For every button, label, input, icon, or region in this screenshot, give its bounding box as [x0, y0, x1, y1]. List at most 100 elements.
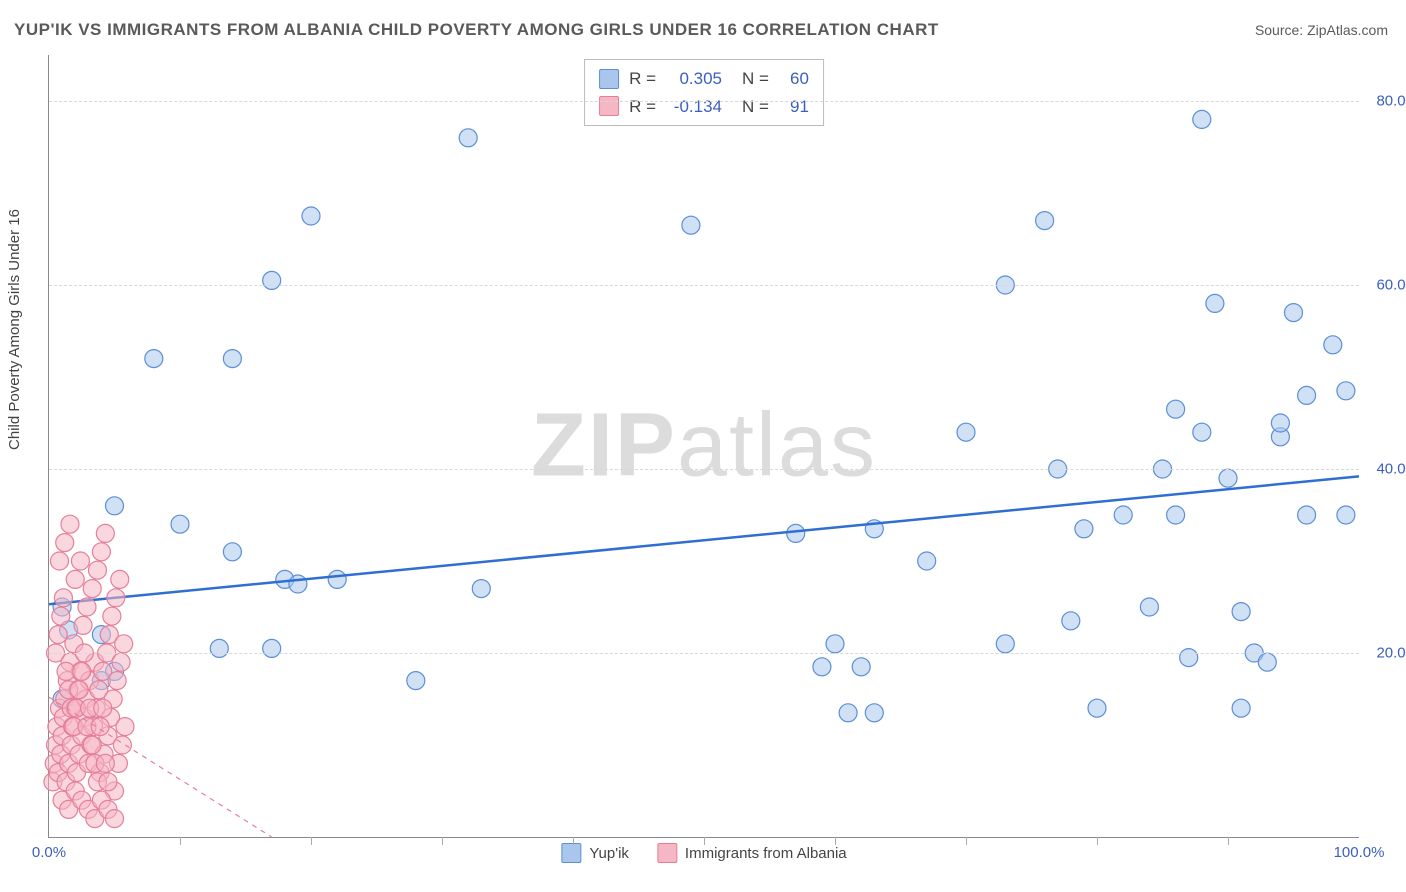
data-point [115, 635, 133, 653]
data-point [49, 626, 67, 644]
data-point [1036, 212, 1054, 230]
x-minor-tick [704, 837, 705, 845]
series-legend: Yup'ik Immigrants from Albania [561, 843, 846, 863]
data-point [71, 552, 89, 570]
data-point [52, 607, 70, 625]
data-point [459, 129, 477, 147]
data-point [111, 570, 129, 588]
scatter-svg [49, 55, 1359, 837]
x-minor-tick [573, 837, 574, 845]
data-point [61, 515, 79, 533]
data-point [171, 515, 189, 533]
data-point [56, 534, 74, 552]
data-point [263, 639, 281, 657]
data-point [223, 543, 241, 561]
data-point [839, 704, 857, 722]
data-point [73, 662, 91, 680]
legend-swatch [657, 843, 677, 863]
data-point [83, 580, 101, 598]
x-minor-tick [1228, 837, 1229, 845]
data-point [407, 672, 425, 690]
x-minor-tick [180, 837, 181, 845]
data-point [1206, 294, 1224, 312]
stat-n-value: 91 [779, 94, 809, 120]
data-point [74, 616, 92, 634]
x-minor-tick [966, 837, 967, 845]
gridline-h [49, 285, 1359, 286]
data-point [103, 607, 121, 625]
data-point [918, 552, 936, 570]
data-point [70, 681, 88, 699]
data-point [1337, 506, 1355, 524]
gridline-h [49, 653, 1359, 654]
data-point [96, 754, 114, 772]
data-point [50, 552, 68, 570]
data-point [957, 423, 975, 441]
stat-n-value: 60 [779, 66, 809, 92]
data-point [682, 216, 700, 234]
stat-n-label: N = [742, 66, 769, 92]
legend-swatch [561, 843, 581, 863]
legend-swatch [599, 69, 619, 89]
x-tick-label: 100.0% [1334, 844, 1385, 861]
data-point [1193, 110, 1211, 128]
x-minor-tick [1097, 837, 1098, 845]
legend-label: Immigrants from Albania [685, 845, 847, 862]
data-point [1140, 598, 1158, 616]
source-attribution: Source: ZipAtlas.com [1255, 22, 1388, 38]
data-point [99, 773, 117, 791]
data-point [107, 589, 125, 607]
data-point [88, 561, 106, 579]
legend-item: Yup'ik [561, 843, 629, 863]
trend-line [49, 476, 1359, 604]
data-point [145, 350, 163, 368]
data-point [1167, 400, 1185, 418]
data-point [108, 672, 126, 690]
gridline-h [49, 469, 1359, 470]
data-point [1324, 336, 1342, 354]
data-point [91, 718, 109, 736]
data-point [1337, 382, 1355, 400]
stats-legend-row: R = -0.134 N = 91 [599, 94, 809, 120]
data-point [1232, 699, 1250, 717]
y-tick-label: 20.0% [1376, 645, 1406, 662]
y-tick-label: 60.0% [1376, 277, 1406, 294]
x-minor-tick [442, 837, 443, 845]
data-point [1062, 612, 1080, 630]
chart-title: YUP'IK VS IMMIGRANTS FROM ALBANIA CHILD … [14, 20, 939, 40]
stat-n-label: N = [742, 94, 769, 120]
data-point [66, 570, 84, 588]
data-point [1271, 414, 1289, 432]
y-tick-label: 40.0% [1376, 461, 1406, 478]
data-point [1088, 699, 1106, 717]
stat-r-value: 0.305 [666, 66, 722, 92]
data-point [1114, 506, 1132, 524]
data-point [1193, 423, 1211, 441]
data-point [826, 635, 844, 653]
y-axis-label: Child Poverty Among Girls Under 16 [6, 209, 23, 450]
data-point [1285, 304, 1303, 322]
legend-swatch [599, 96, 619, 116]
x-minor-tick [835, 837, 836, 845]
y-tick-label: 80.0% [1376, 93, 1406, 110]
data-point [289, 575, 307, 593]
stats-legend-row: R = 0.305 N = 60 [599, 66, 809, 92]
stat-r-label: R = [629, 66, 656, 92]
data-point [113, 736, 131, 754]
data-point [1180, 649, 1198, 667]
stats-legend: R = 0.305 N = 60 R = -0.134 N = 91 [584, 59, 824, 126]
data-point [1258, 653, 1276, 671]
legend-label: Yup'ik [589, 845, 629, 862]
data-point [813, 658, 831, 676]
data-point [210, 639, 228, 657]
data-point [263, 271, 281, 289]
stat-r-label: R = [629, 94, 656, 120]
data-point [996, 635, 1014, 653]
data-point [852, 658, 870, 676]
data-point [54, 589, 72, 607]
data-point [1075, 520, 1093, 538]
x-tick-label: 0.0% [32, 844, 66, 861]
data-point [1167, 506, 1185, 524]
data-point [116, 718, 134, 736]
data-point [112, 653, 130, 671]
